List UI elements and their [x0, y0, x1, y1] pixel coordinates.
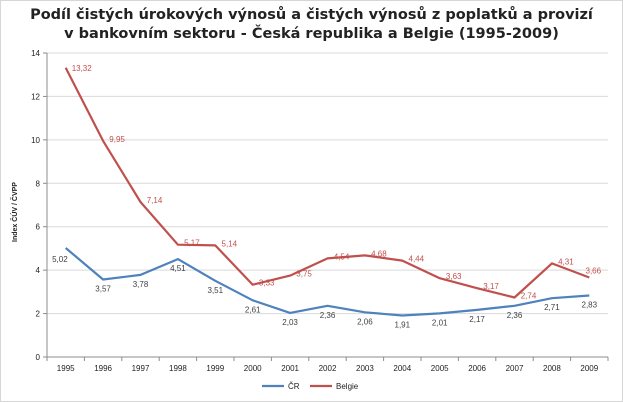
data-label-cr: 2,01 [432, 318, 448, 327]
data-label-cr: 2,06 [357, 317, 373, 326]
y-tick-label: 6 [36, 223, 41, 232]
data-label-cr: 3,51 [208, 286, 224, 295]
data-label-belgie: 3,33 [259, 279, 275, 288]
data-label-belgie: 3,75 [296, 270, 312, 279]
data-label-belgie: 5,14 [222, 239, 238, 248]
data-labels: 5,02 3,57 3,78 4,51 3,51 2,61 2,03 2,36 2,06 1,91… [52, 64, 602, 330]
grid-lines [47, 52, 608, 315]
data-label-belgie: 4,68 [371, 249, 387, 258]
x-tick-labels: 1995 1996 1997 1998 1999 2000 2001 2002 2003 2004… [57, 364, 599, 373]
x-tick-label: 2008 [543, 364, 561, 373]
data-label-belgie: 4,31 [558, 257, 574, 266]
x-tick-label: 1997 [132, 364, 150, 373]
data-label-belgie: 4,54 [334, 252, 350, 261]
x-tick-label: 1996 [94, 364, 112, 373]
legend-label-belgie: Belgie [336, 382, 359, 391]
data-label-cr: 3,57 [95, 284, 111, 293]
data-label-cr: 5,02 [52, 255, 68, 264]
x-tick-label: 1995 [57, 364, 75, 373]
legend-label-cr: ČR [288, 382, 300, 391]
axes [43, 52, 609, 361]
legend: ČR Belgie [262, 382, 359, 391]
x-tick-label: 2005 [431, 364, 449, 373]
y-tick-label: 14 [31, 49, 40, 58]
y-tick-label: 8 [36, 179, 41, 188]
y-tick-label: 12 [31, 92, 40, 101]
data-label-cr: 2,61 [245, 305, 261, 314]
x-tick-label: 1999 [206, 364, 224, 373]
chart-title-line-2: v bankovním sektoru - Česká republika a … [64, 26, 559, 42]
data-label-belgie: 3,63 [446, 272, 462, 281]
x-tick-label: 2009 [580, 364, 598, 373]
data-label-belgie: 2,74 [521, 292, 537, 301]
data-label-belgie: 7,14 [147, 196, 163, 205]
data-label-cr: 4,51 [170, 264, 186, 273]
chart-title-line-1: Podíl čistých úrokových výnosů a čistých… [30, 7, 593, 23]
y-tick-label: 4 [36, 266, 41, 275]
data-label-belgie: 5,17 [184, 239, 200, 248]
x-tick-label: 2001 [281, 364, 299, 373]
data-label-cr: 1,91 [395, 321, 411, 330]
x-tick-label: 2000 [244, 364, 262, 373]
x-tick-label: 1998 [169, 364, 187, 373]
x-tick-label: 2004 [393, 364, 411, 373]
data-label-cr: 2,36 [507, 311, 523, 320]
data-label-belgie: 4,44 [409, 255, 425, 264]
data-label-belgie: 3,66 [586, 267, 602, 276]
data-label-belgie: 9,95 [109, 135, 125, 144]
series-lines [64, 67, 590, 317]
x-tick-label: 2007 [506, 364, 524, 373]
series-line-belgie [64, 67, 590, 299]
data-label-belgie: 13,32 [72, 64, 93, 73]
y-tick-labels: 0 2 4 6 8 10 12 14 [31, 49, 40, 362]
data-label-cr: 2,36 [320, 311, 336, 320]
data-label-cr: 2,17 [469, 315, 485, 324]
data-label-cr: 2,71 [544, 303, 560, 312]
series-line-cr [64, 247, 590, 317]
y-tick-label: 2 [36, 310, 41, 319]
x-tick-label: 2006 [468, 364, 486, 373]
x-tick-label: 2003 [356, 364, 374, 373]
data-label-cr: 2,03 [282, 318, 298, 327]
y-tick-label: 0 [36, 353, 41, 362]
chart-title: Podíl čistých úrokových výnosů a čistých… [0, 6, 623, 44]
y-axis-label: Index ČÚV / ČVPP [10, 182, 19, 242]
x-tick-label: 2002 [319, 364, 337, 373]
data-label-cr: 3,78 [133, 280, 149, 289]
data-label-cr: 2,83 [582, 301, 598, 310]
data-label-belgie: 3,17 [483, 282, 499, 291]
y-tick-label: 10 [31, 136, 40, 145]
